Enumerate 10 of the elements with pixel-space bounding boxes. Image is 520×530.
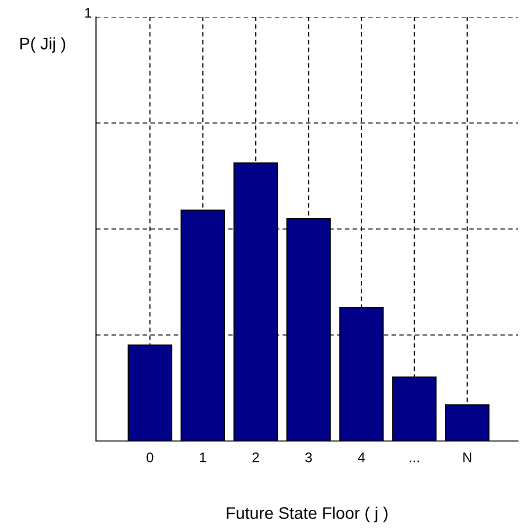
x-tick-label: 4 bbox=[358, 452, 365, 462]
x-tick-label: ... bbox=[410, 460, 419, 462]
x-tick-label: 1 bbox=[200, 452, 206, 462]
x-tick-label: N bbox=[463, 452, 472, 462]
x-tick-label: 0 bbox=[146, 452, 154, 462]
x-axis-title: Future State Floor ( j ) bbox=[226, 506, 388, 522]
x-tick-label: 2 bbox=[252, 452, 259, 462]
text: P( Jij ) bbox=[20, 37, 66, 53]
text: 1 bbox=[85, 8, 92, 18]
x-tick-label: 3 bbox=[305, 452, 312, 462]
